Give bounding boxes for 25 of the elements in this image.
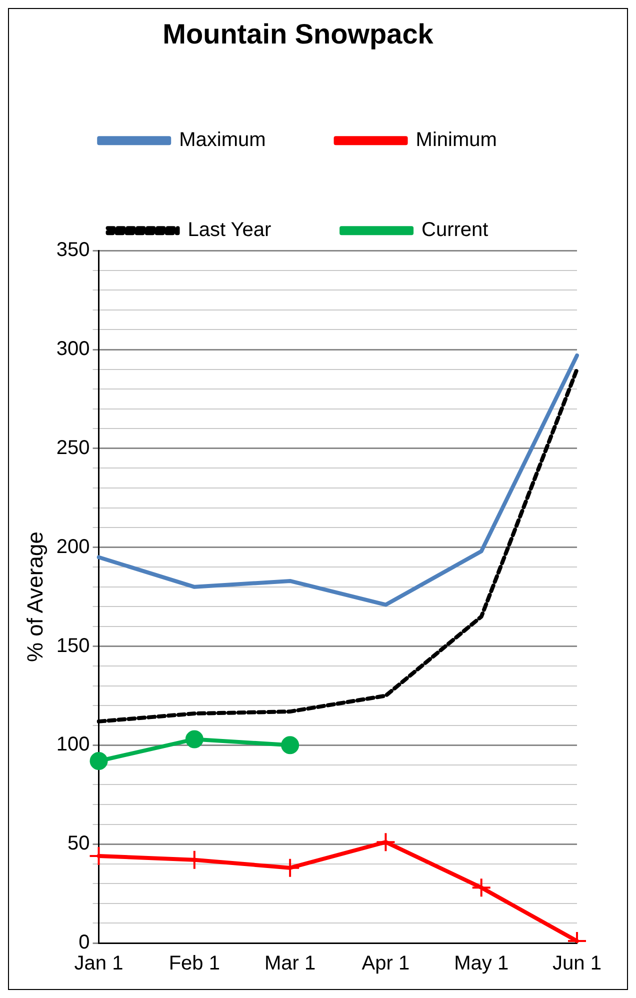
y-tick-label: 300 [56,338,90,360]
point [185,730,204,748]
y-tick-label: 0 [78,932,90,954]
y-tick-label: 100 [56,734,90,756]
point [281,736,300,754]
y-tick-label: 350 [56,239,90,262]
x-tick-label: Apr 1 [362,952,410,975]
y-tick-label: 200 [56,536,90,558]
y-axis-title: % of Average [22,532,48,662]
y-tick-label: 250 [56,436,90,459]
point [471,878,492,898]
x-tick-label: Jan 1 [74,952,124,975]
x-tick-label: Jun 1 [552,952,602,975]
point [90,752,108,770]
x-tick-label: May 1 [454,952,509,975]
point [376,832,396,852]
legend-label: Current [422,219,489,242]
legend-label: Last Year [188,219,272,242]
legend-label: Maximum [179,129,266,152]
legend-label: Minimum [416,129,497,152]
y-tick-label: 50 [68,832,90,855]
x-tick-label: Feb 1 [168,952,220,975]
y-tick-label: 150 [56,634,90,657]
x-tick-label: Mar 1 [264,952,316,975]
chart-title: Mountain Snowpack [162,18,434,50]
